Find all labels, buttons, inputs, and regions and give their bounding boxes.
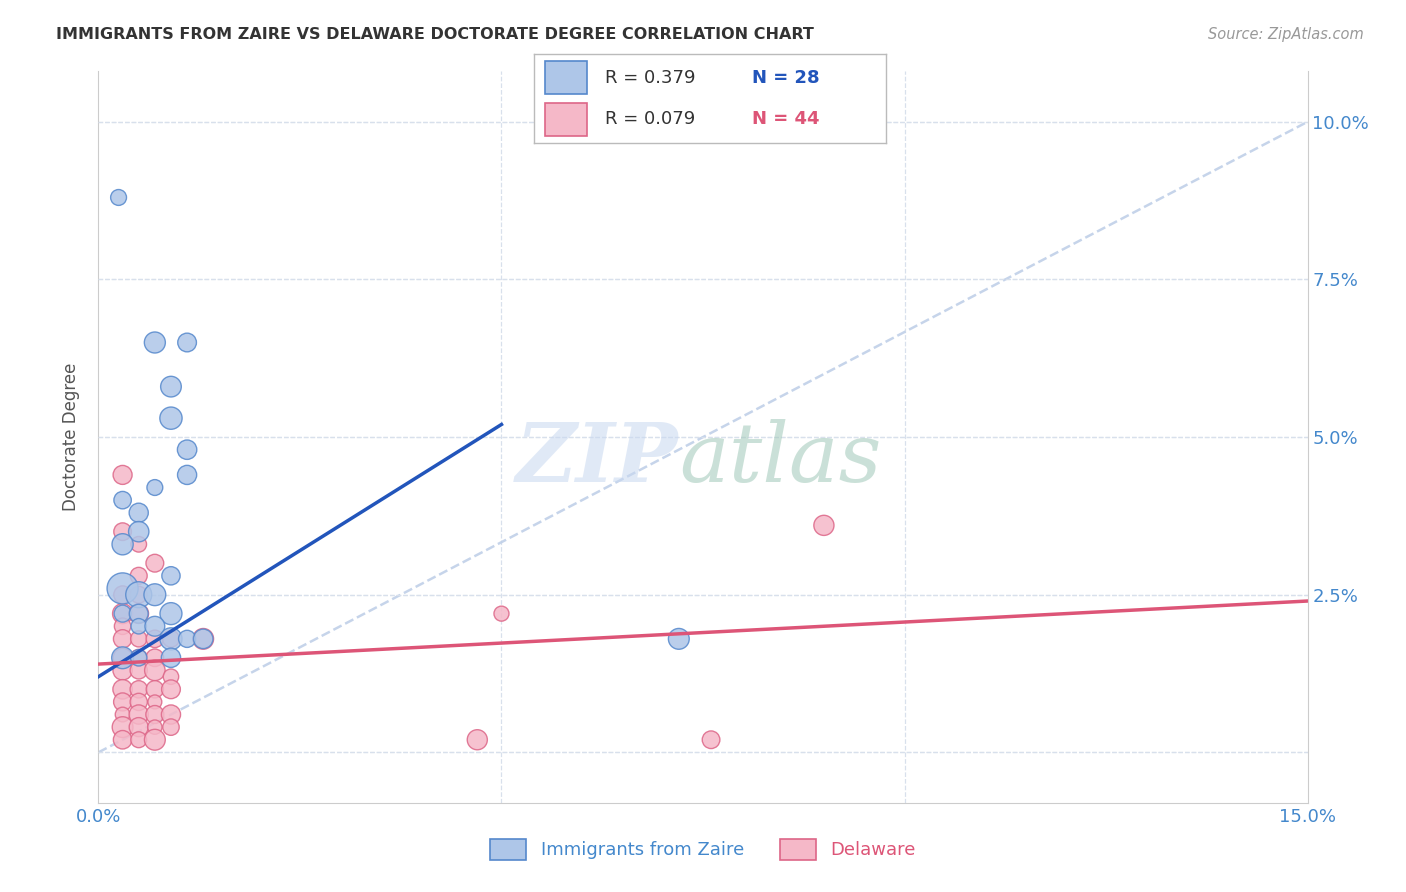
Point (143, 732, 166, 747)
Point (143, 682, 166, 697)
Point (160, 379, 183, 393)
Point (160, 720, 183, 734)
Point (465, 732, 488, 747)
Point (160, 632, 183, 646)
Point (111, 650, 134, 665)
Point (160, 670, 183, 684)
Text: ZIP: ZIP (516, 419, 679, 499)
Point (143, 695, 166, 709)
Point (128, 695, 150, 709)
Point (491, 607, 513, 621)
Text: Source: ZipAtlas.com: Source: ZipAtlas.com (1208, 27, 1364, 42)
Point (128, 732, 150, 747)
Point (668, 632, 690, 646)
Text: atlas: atlas (679, 419, 882, 499)
Point (160, 682, 183, 697)
Point (128, 682, 150, 697)
Point (107, 190, 129, 204)
Point (143, 619, 166, 633)
Point (128, 720, 150, 734)
Point (111, 607, 134, 621)
Point (143, 720, 166, 734)
Point (111, 650, 134, 665)
Point (128, 664, 150, 678)
Point (128, 650, 150, 665)
Point (128, 619, 150, 633)
Point (111, 467, 134, 482)
Point (128, 607, 150, 621)
Point (111, 707, 134, 722)
Point (176, 467, 198, 482)
Point (111, 588, 134, 602)
Point (160, 607, 183, 621)
Y-axis label: Doctorate Degree: Doctorate Degree (62, 363, 80, 511)
Point (176, 335, 198, 350)
Text: R = 0.079: R = 0.079 (605, 110, 695, 128)
Point (111, 682, 134, 697)
Point (128, 650, 150, 665)
Point (128, 632, 150, 646)
Point (160, 650, 183, 665)
Point (160, 569, 183, 583)
Point (176, 442, 198, 457)
Point (193, 632, 215, 646)
Point (111, 607, 134, 621)
Point (128, 607, 150, 621)
Text: N = 28: N = 28 (752, 69, 820, 87)
Text: IMMIGRANTS FROM ZAIRE VS DELAWARE DOCTORATE DEGREE CORRELATION CHART: IMMIGRANTS FROM ZAIRE VS DELAWARE DOCTOR… (56, 27, 814, 42)
Point (111, 632, 134, 646)
Point (160, 707, 183, 722)
Point (143, 632, 166, 646)
Point (128, 588, 150, 602)
Point (143, 650, 166, 665)
Point (128, 506, 150, 520)
Text: N = 44: N = 44 (752, 110, 820, 128)
Point (111, 619, 134, 633)
Point (111, 695, 134, 709)
Point (128, 569, 150, 583)
Bar (544, 103, 586, 136)
Point (143, 556, 166, 570)
Point (111, 524, 134, 539)
Point (143, 588, 166, 602)
Point (111, 493, 134, 508)
Point (128, 537, 150, 551)
Point (143, 335, 166, 350)
Point (700, 732, 723, 747)
Point (111, 664, 134, 678)
Point (111, 720, 134, 734)
Point (128, 707, 150, 722)
Point (111, 582, 134, 596)
Point (111, 732, 134, 747)
Point (193, 632, 215, 646)
Point (143, 664, 166, 678)
Point (128, 524, 150, 539)
Point (176, 632, 198, 646)
Point (128, 588, 150, 602)
Bar (544, 61, 586, 94)
Point (160, 632, 183, 646)
Point (813, 518, 835, 533)
Point (111, 537, 134, 551)
Legend: Immigrants from Zaire, Delaware: Immigrants from Zaire, Delaware (482, 831, 924, 867)
Point (143, 707, 166, 722)
Text: R = 0.379: R = 0.379 (605, 69, 695, 87)
Point (160, 411, 183, 425)
Point (143, 481, 166, 495)
